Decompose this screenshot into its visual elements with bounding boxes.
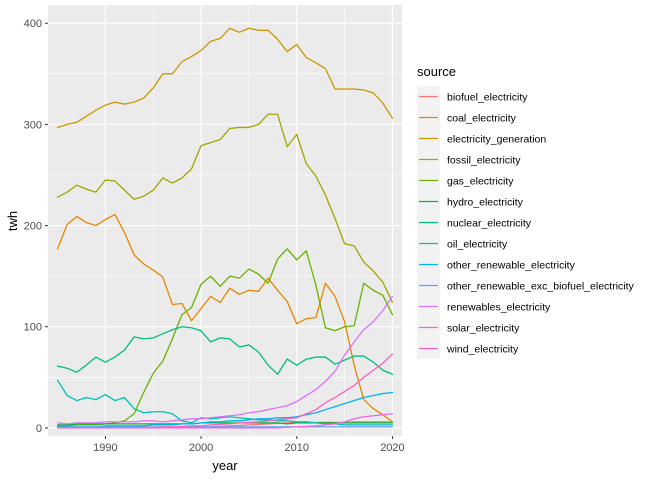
y-tick-label: 400 [24,18,42,30]
y-tick-label: 100 [24,322,42,334]
y-tick-label: 200 [24,221,42,233]
legend-label-other-renewable-exc-biofuel-electricity: other_renewable_exc_biofuel_electricity [447,281,635,293]
x-tick-label: 2020 [380,442,404,454]
x-tick-label: 1990 [93,442,117,454]
x-tick-label: 2000 [189,442,213,454]
legend-label-hydro-electricity: hydro_electricity [447,197,524,209]
y-axis-title: twh [5,211,20,231]
y-tick-label: 0 [36,423,42,435]
legend-label-renewables-electricity: renewables_electricity [447,302,551,314]
legend: source biofuel_electricity coal_electrici… [417,64,635,359]
x-tick-label: 2010 [285,442,309,454]
legend-title: source [417,64,456,79]
x-axis: 1990 2000 2010 2020 [93,436,405,454]
series-line-other-renewable-electricity [56,391,394,428]
legend-items: biofuel_electricity coal_electricityelect… [417,86,635,359]
series-line-coal-electricity [56,213,394,423]
legend-label-other-renewable-electricity: other_renewable_electricity [447,260,576,272]
legend-label-oil-electricity: oil_electricity [447,239,508,251]
legend-label-fossil-electricity: fossil_electricity [447,155,521,167]
series-line-renewables-electricity [56,295,394,425]
legend-label-biofuel-electricity: biofuel_electricity [447,92,528,104]
series-lines [56,27,394,429]
series-line-electricity-generation [56,27,394,129]
legend-label-wind-electricity: wind_electricity [446,344,519,356]
legend-label-solar-electricity: solar_electricity [447,323,520,335]
series-line-fossil-electricity [56,113,394,304]
x-axis-title: year [212,458,238,473]
plot-panel [48,5,402,436]
y-tick-label: 300 [24,119,42,131]
legend-label-gas-electricity: gas_electricity [447,176,514,188]
series-line-gas-electricity [56,248,394,427]
legend-label-nuclear-electricity: nuclear_electricity [447,218,532,230]
legend-label-coal-electricity: coal_electricity [447,113,517,125]
y-axis: 0 100 200 300 400 [24,18,48,435]
grid-minor [48,5,402,436]
legend-label-electricity-generation: electricity_generation [447,134,546,146]
series-line-nuclear-electricity [56,326,394,375]
grid-major [48,5,402,436]
series-line-hydro-electricity [56,422,394,426]
series-line-wind-electricity [56,353,394,429]
